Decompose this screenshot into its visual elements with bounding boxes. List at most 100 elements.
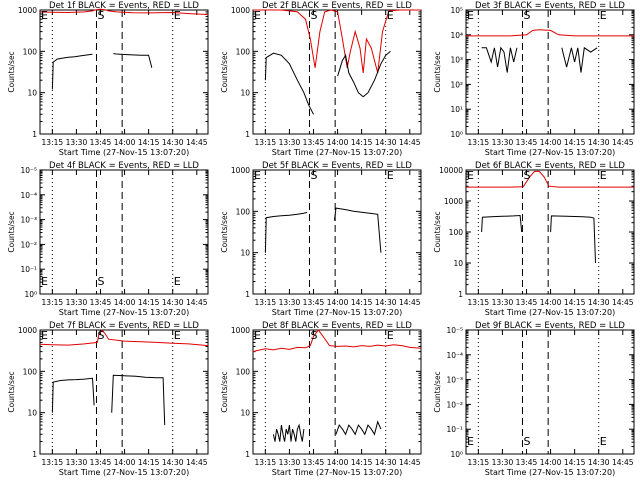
- y-tick-label: 10⁻²: [20, 240, 37, 249]
- panel-title: Det 5f BLACK = Events, RED = LLD: [262, 161, 412, 171]
- x-tick-label: 13:45: [516, 298, 538, 307]
- events-series-line: [264, 211, 308, 253]
- lld-series-line: [466, 29, 634, 37]
- y-tick-label: 100: [23, 367, 38, 376]
- x-tick-label: 13:30: [66, 298, 88, 307]
- x-tick-label: 14:45: [612, 298, 634, 307]
- x-tick-label: 13:15: [255, 298, 277, 307]
- x-tick-label: 14:30: [162, 458, 184, 467]
- x-tick-label: 14:15: [564, 138, 586, 147]
- x-tick-label: 13:45: [303, 458, 325, 467]
- marker-e-left: E: [254, 329, 261, 342]
- x-tick-label: 14:15: [351, 298, 373, 307]
- y-tick-label: 10⁻⁵: [446, 326, 463, 335]
- x-tick-label: 14:00: [327, 298, 349, 307]
- marker-e-left: E: [467, 169, 474, 182]
- y-tick-label: 10000: [439, 166, 463, 175]
- x-tick-label: 14:00: [540, 298, 562, 307]
- x-tick-label: 14:15: [138, 138, 160, 147]
- x-tick-label: 13:30: [492, 298, 514, 307]
- y-tick-label: 1: [458, 290, 463, 299]
- y-axis-label: Counts/sec: [7, 211, 16, 252]
- y-tick-label: 1000: [231, 166, 250, 175]
- x-tick-label: 13:15: [468, 298, 490, 307]
- x-tick-label: 13:45: [303, 298, 325, 307]
- marker-e-right: E: [600, 435, 607, 448]
- panel-title: Det 9f BLACK = Events, RED = LLD: [475, 321, 625, 331]
- panel-2: Det 2f BLACK = Events, RED = LLD 1 10 100 10…: [220, 1, 422, 157]
- marker-e-left: E: [41, 329, 48, 342]
- x-tick-label: 14:15: [138, 298, 160, 307]
- x-tick-label: 13:15: [468, 458, 490, 467]
- y-axis-label: Counts/sec: [7, 51, 16, 92]
- marker-e-right: E: [174, 275, 181, 288]
- x-axis-label: Start Time (27-Nov-15 13:07:20): [59, 468, 189, 477]
- y-tick-label: 10⁻³: [20, 216, 37, 225]
- x-tick-label: 13:30: [66, 458, 88, 467]
- y-tick-label: 10²: [450, 80, 463, 89]
- x-tick-label: 14:15: [351, 458, 373, 467]
- panel-6: Det 6f BLACK = Events, RED = LLD 1 10 100 10…: [433, 161, 635, 317]
- panel-1: Det 1f BLACK = Events, RED = LLD 1 10 100 10…: [7, 1, 209, 157]
- events-series-line: [481, 46, 518, 73]
- panel-5: Det 5f BLACK = Events, RED = LLD 1 10 100 10…: [220, 161, 422, 317]
- x-tick-label: 14:00: [540, 138, 562, 147]
- y-tick-label: 1: [245, 130, 250, 139]
- y-tick-label: 10⁰: [450, 450, 463, 459]
- x-tick-label: 13:45: [303, 138, 325, 147]
- panel-4: Det 4f BLACK = Events, RED = LLD 10⁰ 10⁻¹ 1…: [7, 161, 209, 317]
- events-series-line: [111, 374, 166, 426]
- panel-title: Det 3f BLACK = Events, RED = LLD: [475, 1, 625, 11]
- x-axis-label: Start Time (27-Nov-15 13:07:20): [59, 148, 189, 157]
- x-tick-label: 14:00: [114, 298, 136, 307]
- marker-e-left: E: [467, 9, 474, 22]
- panel-title: Det 4f BLACK = Events, RED = LLD: [49, 161, 199, 171]
- y-tick-label: 10⁻³: [446, 376, 463, 385]
- y-tick-label: 10⁻⁵: [20, 166, 37, 175]
- x-tick-label: 14:30: [588, 458, 610, 467]
- events-series-line: [335, 420, 382, 436]
- panel-title: Det 7f BLACK = Events, RED = LLD: [49, 321, 199, 331]
- x-axis-label: Start Time (27-Nov-15 13:07:20): [485, 148, 615, 157]
- x-tick-label: 14:45: [186, 298, 208, 307]
- plot-frame: [465, 9, 635, 135]
- marker-e-left: E: [41, 9, 48, 22]
- y-tick-label: 10⁻²: [446, 400, 463, 409]
- events-series-line: [561, 46, 598, 73]
- x-tick-label: 13:30: [279, 298, 301, 307]
- plot-frame: [465, 169, 635, 295]
- y-axis-label: Counts/sec: [220, 51, 229, 92]
- events-series-line: [272, 423, 305, 442]
- x-tick-label: 13:15: [255, 138, 277, 147]
- x-tick-label: 14:30: [375, 458, 397, 467]
- x-tick-label: 13:15: [468, 138, 490, 147]
- y-tick-label: 10: [453, 259, 463, 268]
- x-tick-label: 14:45: [399, 458, 421, 467]
- x-tick-label: 13:15: [42, 298, 64, 307]
- marker-s: S: [523, 169, 530, 182]
- y-tick-label: 10: [240, 249, 250, 258]
- marker-e-right: E: [174, 329, 181, 342]
- x-axis-label: Start Time (27-Nov-15 13:07:20): [485, 468, 615, 477]
- x-tick-label: 13:45: [516, 458, 538, 467]
- lld-series-line: [253, 9, 421, 74]
- x-tick-label: 13:45: [90, 138, 112, 147]
- y-tick-label: 1000: [18, 326, 37, 335]
- y-tick-label: 100: [449, 228, 464, 237]
- x-tick-label: 14:45: [186, 138, 208, 147]
- x-tick-label: 14:30: [162, 138, 184, 147]
- x-tick-label: 13:15: [255, 458, 277, 467]
- y-tick-label: 1: [32, 130, 37, 139]
- x-tick-label: 13:15: [42, 138, 64, 147]
- x-tick-label: 13:30: [492, 138, 514, 147]
- x-tick-label: 13:30: [279, 138, 301, 147]
- x-tick-label: 14:30: [588, 138, 610, 147]
- y-tick-label: 10⁴: [450, 31, 463, 40]
- events-series-line: [51, 53, 93, 90]
- y-tick-label: 10: [27, 89, 37, 98]
- y-tick-label: 1: [245, 290, 250, 299]
- panel-title: Det 6f BLACK = Events, RED = LLD: [475, 161, 625, 171]
- events-series-line: [51, 377, 95, 413]
- marker-s: S: [97, 329, 104, 342]
- marker-s: S: [523, 435, 530, 448]
